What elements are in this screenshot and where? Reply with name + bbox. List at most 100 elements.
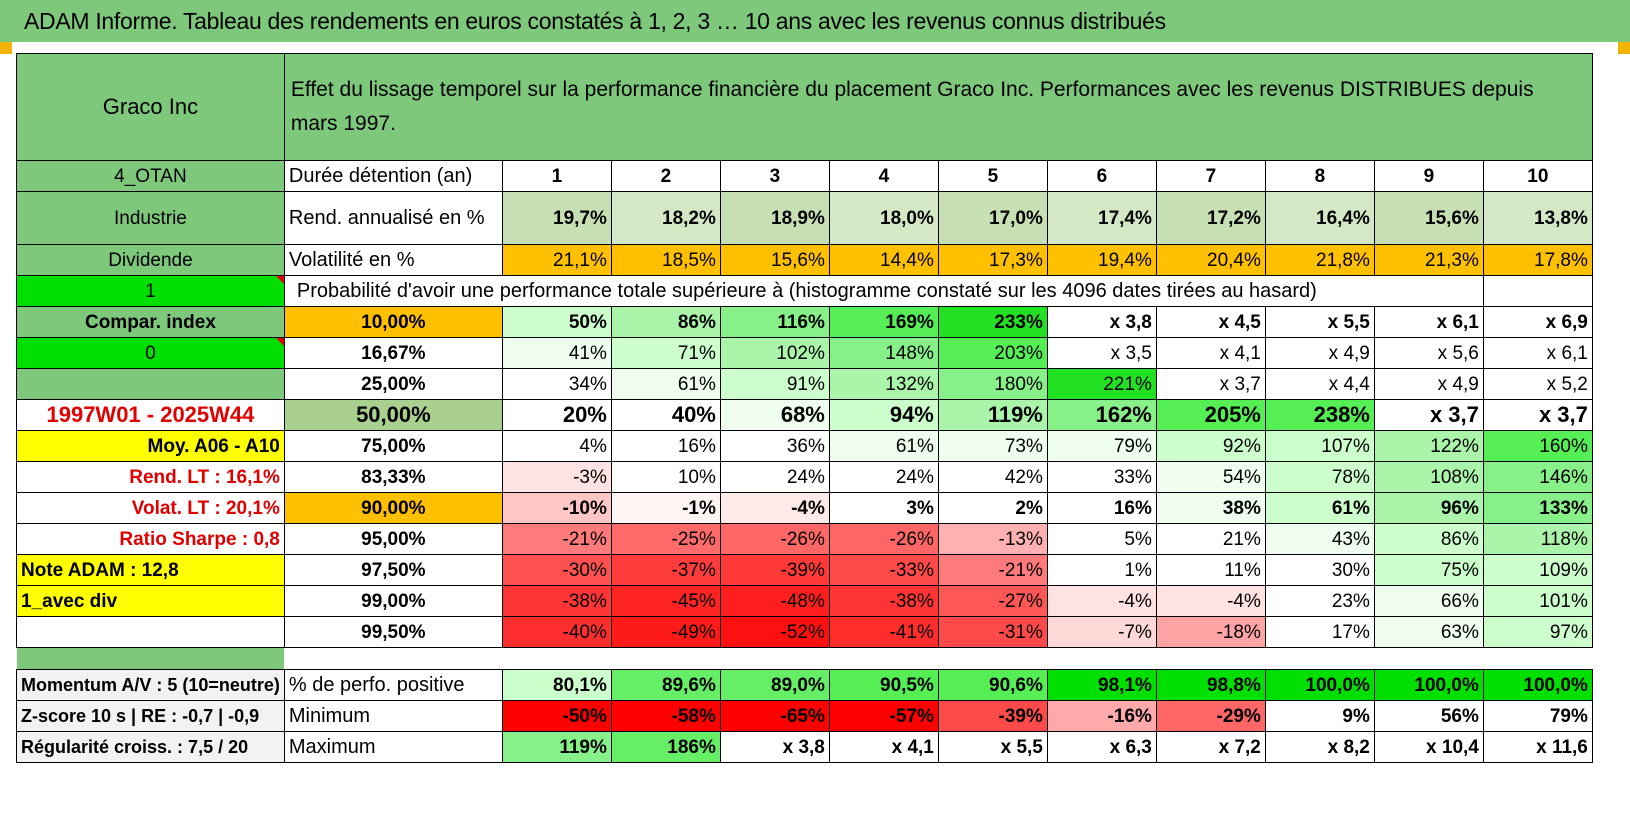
percentile-value: 4% (501, 430, 612, 462)
year-header: 3 (719, 160, 830, 192)
percentile-label: 95,00% (283, 523, 503, 555)
percentile-value: 68% (719, 399, 830, 431)
positive-pct-value: 80,1% (501, 669, 612, 701)
annual-return-label: Rend. annualisé en % (283, 191, 503, 245)
percentile-label: 25,00% (283, 368, 503, 400)
percentile-value: -3% (501, 461, 612, 493)
percentile-value: 75% (1373, 554, 1484, 586)
percentile-value: 205% (1155, 399, 1266, 431)
year-header: 1 (501, 160, 612, 192)
sector-cell: Industrie (16, 191, 285, 245)
minimum-value: 9% (1264, 700, 1375, 732)
maximum-value: x 10,4 (1373, 731, 1484, 763)
blank-side-cell (16, 616, 285, 648)
maximum-label: Maximum (283, 731, 503, 763)
volatility-value: 17,3% (937, 244, 1048, 276)
percentile-value: -38% (828, 585, 939, 617)
percentile-value: -45% (610, 585, 721, 617)
percentile-value: 86% (1373, 523, 1484, 555)
percentile-value: -26% (828, 523, 939, 555)
percentile-value: -38% (501, 585, 612, 617)
positive-pct-value: 90,5% (828, 669, 939, 701)
percentile-value: 24% (719, 461, 830, 493)
compare-index-cell: Compar. index (16, 306, 285, 338)
percentile-value: -31% (937, 616, 1048, 648)
positive-pct-value: 89,0% (719, 669, 830, 701)
maximum-value: x 7,2 (1155, 731, 1266, 763)
adam-score-cell: Note ADAM : 12,8 (16, 554, 285, 586)
percentile-value: 10% (610, 461, 721, 493)
percentile-value: 40% (610, 399, 721, 431)
minimum-value: -39% (937, 700, 1048, 732)
percentile-value: 63% (1373, 616, 1484, 648)
input-cell-0[interactable]: 0 (16, 337, 285, 369)
positive-pct-value: 90,6% (937, 669, 1048, 701)
maximum-value: x 11,6 (1482, 731, 1593, 763)
annual-return-value: 15,6% (1373, 191, 1484, 245)
percentile-value: 73% (937, 430, 1048, 462)
percentile-value: 160% (1482, 430, 1593, 462)
year-header: 2 (610, 160, 721, 192)
year-header: 5 (937, 160, 1048, 192)
percentile-value: x 6,1 (1482, 337, 1593, 369)
volatility-value: 15,6% (719, 244, 830, 276)
percentile-value: 42% (937, 461, 1048, 493)
percentile-value: 132% (828, 368, 939, 400)
percentile-value: 180% (937, 368, 1048, 400)
percentile-value: 107% (1264, 430, 1375, 462)
year-header: 9 (1373, 160, 1484, 192)
type-cell: Dividende (16, 244, 285, 276)
year-header: 4 (828, 160, 939, 192)
percentile-value: -4% (1046, 585, 1157, 617)
percentile-value: x 6,1 (1373, 306, 1484, 338)
percentile-value: 61% (1264, 492, 1375, 524)
percentile-value: x 5,6 (1373, 337, 1484, 369)
percentile-value: x 3,8 (1046, 306, 1157, 338)
period-cell: 1997W01 - 2025W44 (16, 399, 285, 431)
annual-return-value: 18,0% (828, 191, 939, 245)
positive-pct-value: 100,0% (1264, 669, 1375, 701)
positive-pct-label: % de perfo. positive (283, 669, 503, 701)
annual-return-value: 18,9% (719, 191, 830, 245)
percentile-value: x 3,7 (1155, 368, 1266, 400)
year-header: 6 (1046, 160, 1157, 192)
percentile-value: 203% (937, 337, 1048, 369)
spacer (284, 648, 1592, 670)
percentile-value: -30% (501, 554, 612, 586)
percentile-label: 83,33% (283, 461, 503, 493)
percentile-value: 146% (1482, 461, 1593, 493)
percentile-value: 21% (1155, 523, 1266, 555)
percentile-value: -26% (719, 523, 830, 555)
long-term-volatility-cell: Volat. LT : 20,1% (16, 492, 285, 524)
percentile-value: 221% (1046, 368, 1157, 400)
positive-pct-value: 98,1% (1046, 669, 1157, 701)
volatility-value: 17,8% (1482, 244, 1593, 276)
percentile-value: -41% (828, 616, 939, 648)
minimum-value: -29% (1155, 700, 1266, 732)
percentile-label: 50,00% (283, 399, 503, 431)
percentile-value: 17% (1264, 616, 1375, 648)
zscore-cell: Z-score 10 s | RE : -0,7 | -0,9 (16, 700, 285, 732)
percentile-value: x 4,9 (1373, 368, 1484, 400)
positive-pct-value: 100,0% (1482, 669, 1593, 701)
percentile-value: -21% (501, 523, 612, 555)
blank-cell (1374, 275, 1484, 307)
percentile-value: 86% (610, 306, 721, 338)
percentile-value: x 5,2 (1482, 368, 1593, 400)
minimum-value: -65% (719, 700, 830, 732)
percentile-value: -21% (937, 554, 1048, 586)
input-cell-1[interactable]: 1 (16, 275, 285, 307)
percentile-value: x 3,7 (1373, 399, 1484, 431)
percentile-value: 61% (610, 368, 721, 400)
minimum-value: -16% (1046, 700, 1157, 732)
percentile-value: 133% (1482, 492, 1593, 524)
average-cell: Moy. A06 - A10 (16, 430, 285, 462)
percentile-value: 101% (1482, 585, 1593, 617)
volatility-value: 19,4% (1046, 244, 1157, 276)
corner-marker-left (0, 42, 12, 54)
percentile-value: -40% (501, 616, 612, 648)
annual-return-value: 17,4% (1046, 191, 1157, 245)
blank-side-cell (16, 368, 285, 400)
percentile-value: 79% (1046, 430, 1157, 462)
